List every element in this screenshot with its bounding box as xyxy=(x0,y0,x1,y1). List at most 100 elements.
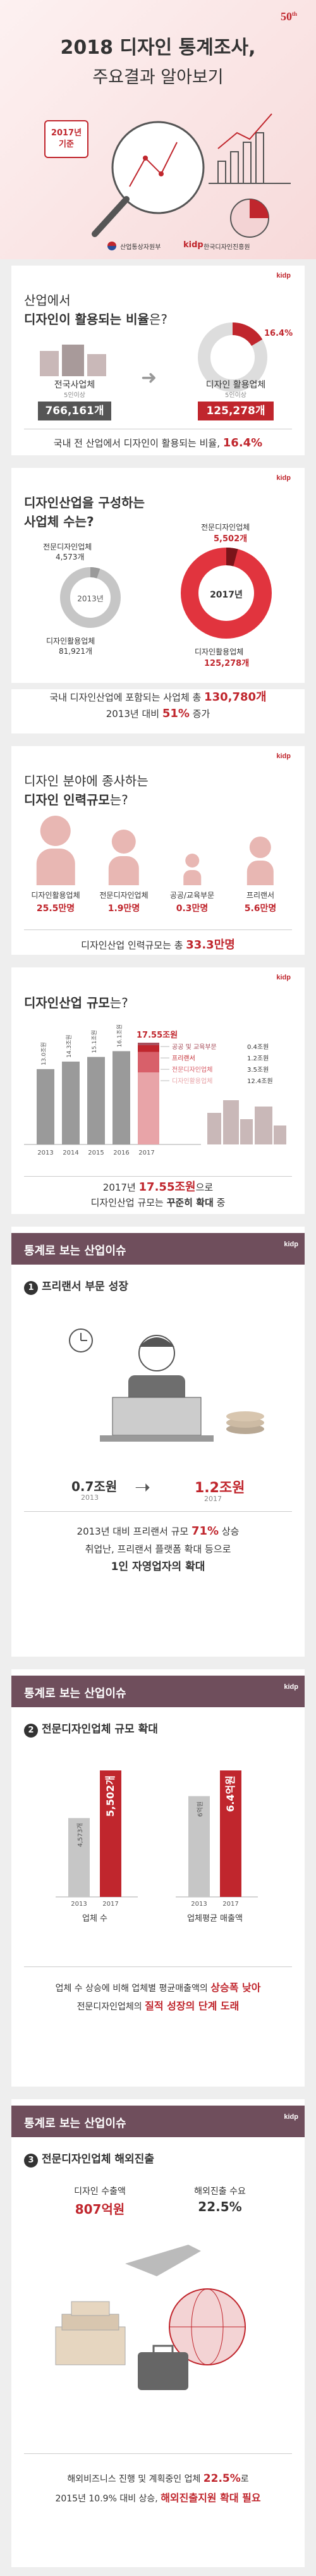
stack-segment xyxy=(138,1052,159,1073)
badge-50-text: 50 xyxy=(280,10,292,23)
s7-right-value: 22.5% xyxy=(198,2199,242,2214)
year-badge: 2017년 기준 xyxy=(44,120,88,158)
bar-chart-icon xyxy=(209,113,291,184)
s6-num: 2 xyxy=(24,1724,38,1738)
ministry-emblem-icon xyxy=(107,242,116,250)
cover-illustration xyxy=(92,113,291,238)
building-icon xyxy=(255,1107,272,1144)
s7-l1-value: 22.5% xyxy=(203,2472,241,2485)
right-top-label: 전문디자인업체 xyxy=(201,523,250,532)
bar xyxy=(62,1061,80,1144)
s6-l2-value: 질적 성장의 단계 도래 xyxy=(145,2000,240,2012)
pie-percent: 16.4% xyxy=(264,329,293,338)
kidp-logo: kidp xyxy=(276,974,291,981)
s2-l1-value: 130,780개 xyxy=(204,690,267,704)
ministry-name: 산업통상자원부 xyxy=(120,244,161,251)
person-icon xyxy=(108,830,140,885)
bar xyxy=(220,1770,241,1897)
kidp-logo: kidp xyxy=(183,240,204,250)
s7-subtitle-text: 전문디자인업체 해외진출 xyxy=(42,2153,154,2166)
person-value: 0.3만명 xyxy=(176,904,209,914)
year-2013: 2013년 xyxy=(77,594,104,603)
legend-value: 3.5조원 xyxy=(247,1066,269,1074)
year-badge-line1: 2017년 xyxy=(51,128,82,138)
section3-title-line2: 디자인 인력규모는? xyxy=(24,790,149,809)
arrow-icon: ➜ xyxy=(141,367,157,389)
section3-title-suffix: 는? xyxy=(109,792,128,807)
section4-title: 디자인산업 규모는? xyxy=(24,993,128,1011)
tick-label: 2014 xyxy=(63,1150,78,1156)
issue-header: 통계로 보는 산업이슈 xyxy=(11,1676,305,1707)
bar-label: 6억원 xyxy=(197,1801,204,1817)
clock-icon xyxy=(69,1328,93,1352)
section1-title-line2: 디자인이 활용되는 비율은? xyxy=(24,310,167,329)
legend-value: 0.4조원 xyxy=(247,1043,269,1051)
person-figure: 공공/교육부문 0.3만명 xyxy=(161,816,224,923)
left-bottom-value: 81,921개 xyxy=(59,647,93,656)
section2-summary-block: 국내 디자인산업에 포함되는 사업체 총 130,780개 2013년 대비 5… xyxy=(11,689,305,733)
section1-title-suffix: 은? xyxy=(149,312,167,327)
bar-label: 5,502개 xyxy=(104,1776,116,1817)
person-value: 5.6만명 xyxy=(244,904,277,914)
usage-pie-slice xyxy=(198,322,267,392)
group-label: 업체평균 매출액 xyxy=(187,1914,243,1923)
s2-l2-prefix: 2013년 대비 xyxy=(106,708,162,720)
bar-label: 16.1조원 xyxy=(116,1024,123,1048)
section-specialist-size: 통계로 보는 산업이슈 kidp 2 전문디자인업체 규모 확대 4,573개 20… xyxy=(11,1669,305,2087)
left-top-label: 전문디자인업체 xyxy=(43,543,92,551)
industry-size-chart: 13.0조원 2013 14.3조원 2014 15.1조원 2015 16.1조원 2016… xyxy=(24,1024,286,1156)
s6-l1: 업체 수 상승에 비해 업체별 평균매출액의 상승폭 낮아 xyxy=(11,1979,305,1997)
s7-l1: 해외비즈니스 진행 및 계획중인 업체 22.5%로 xyxy=(11,2469,305,2489)
section-overseas: 통계로 보는 산업이슈 kidp 3 전문디자인업체 해외진출 디자인 수출액 8… xyxy=(11,2099,305,2567)
section2-title-line1: 디자인산업을 구성하는 xyxy=(24,495,145,510)
tick-label: 2017 xyxy=(138,1150,154,1156)
s4-l2-value: 꾸준히 확대 xyxy=(166,1197,214,1208)
s2-l2-value: 51% xyxy=(162,707,190,720)
airplane-icon xyxy=(125,2245,201,2276)
section2-summary-line2: 2013년 대비 51% 증가 xyxy=(11,706,305,722)
person-value: 1.9만명 xyxy=(107,904,140,914)
section2-title: 디자인산업을 구성하는 사업체 수는? xyxy=(24,493,145,531)
section1-summary-value: 16.4% xyxy=(222,436,263,450)
s4-line2: 디자인산업 규모는 꾸준히 확대 중 xyxy=(11,1195,305,1210)
s3-prefix: 디자인산업 인력규모는 총 xyxy=(81,940,186,951)
s4-l1-prefix: 2017년 xyxy=(102,1182,139,1193)
left-label: 전국사업체 xyxy=(54,380,95,390)
tick-label: 2013 xyxy=(37,1150,53,1156)
usage-pie xyxy=(198,322,267,392)
right-bottom-label: 디자인활용업체 xyxy=(195,647,244,656)
s5-l1: 2013년 대비 프리랜서 규모 71% 상승 xyxy=(11,1523,305,1540)
right-top-value: 5,502개 xyxy=(214,534,248,544)
tick-label: 2013 xyxy=(191,1901,207,1908)
person-value: 25.5만명 xyxy=(36,904,75,914)
issue-header-text: 통계로 보는 산업이슈 xyxy=(24,1244,126,1258)
group-label: 업체 수 xyxy=(82,1914,107,1923)
s7-left-value: 807억원 xyxy=(75,2202,125,2217)
buildings-icon xyxy=(40,345,106,376)
person-label: 프리랜서 xyxy=(246,891,275,900)
s7-l2-value: 해외진출지원 확대 필요 xyxy=(161,2492,261,2504)
s7-l2-prefix: 2015년 10.9% 대비 상승, xyxy=(55,2494,161,2504)
people-row: 디자인활용업체 25.5만명 전문디자인업체 1.9만명 공공/교육부문 0.3만명 프리랜… xyxy=(11,816,305,923)
legend-name: 전문디자인업체 xyxy=(172,1065,212,1074)
stack-segment xyxy=(138,1072,159,1144)
section-workforce: kidp 디자인 분야에 종사하는 디자인 인력규모는? 디자인활용업체 25.5… xyxy=(11,746,305,955)
magnifier-icon xyxy=(92,121,205,237)
s7-l1-suffix: 로 xyxy=(240,2474,249,2484)
s5-left-year: 2013 xyxy=(81,1493,99,1502)
cover-card: 50th 2018 디자인 통계조사, 주요결과 알아보기 2017년 기준 xyxy=(0,0,316,259)
person-figure: 프리랜서 5.6만명 xyxy=(229,816,292,923)
section3-title-line1: 디자인 분야에 종사하는 xyxy=(24,773,149,788)
s4-l1-suffix: 으로 xyxy=(195,1182,214,1193)
s5-subtitle: 1 프리랜서 부문 성장 xyxy=(24,1277,128,1295)
s7-subtitle: 3 전문디자인업체 해외진출 xyxy=(24,2150,154,2168)
section4-title-bold: 디자인산업 규모 xyxy=(24,995,110,1010)
cover-title-line1: 2018 디자인 통계조사, xyxy=(60,37,256,59)
person-icon xyxy=(183,854,201,885)
building-icon xyxy=(207,1113,221,1144)
person-label: 전문디자인업체 xyxy=(99,891,149,900)
s4-line1: 2017년 17.55조원으로 xyxy=(11,1180,305,1195)
bar xyxy=(87,1057,105,1144)
right-sub: 5인이상 xyxy=(225,392,246,399)
s6-subtitle-text: 전문디자인업체 규모 확대 xyxy=(42,1723,158,1736)
